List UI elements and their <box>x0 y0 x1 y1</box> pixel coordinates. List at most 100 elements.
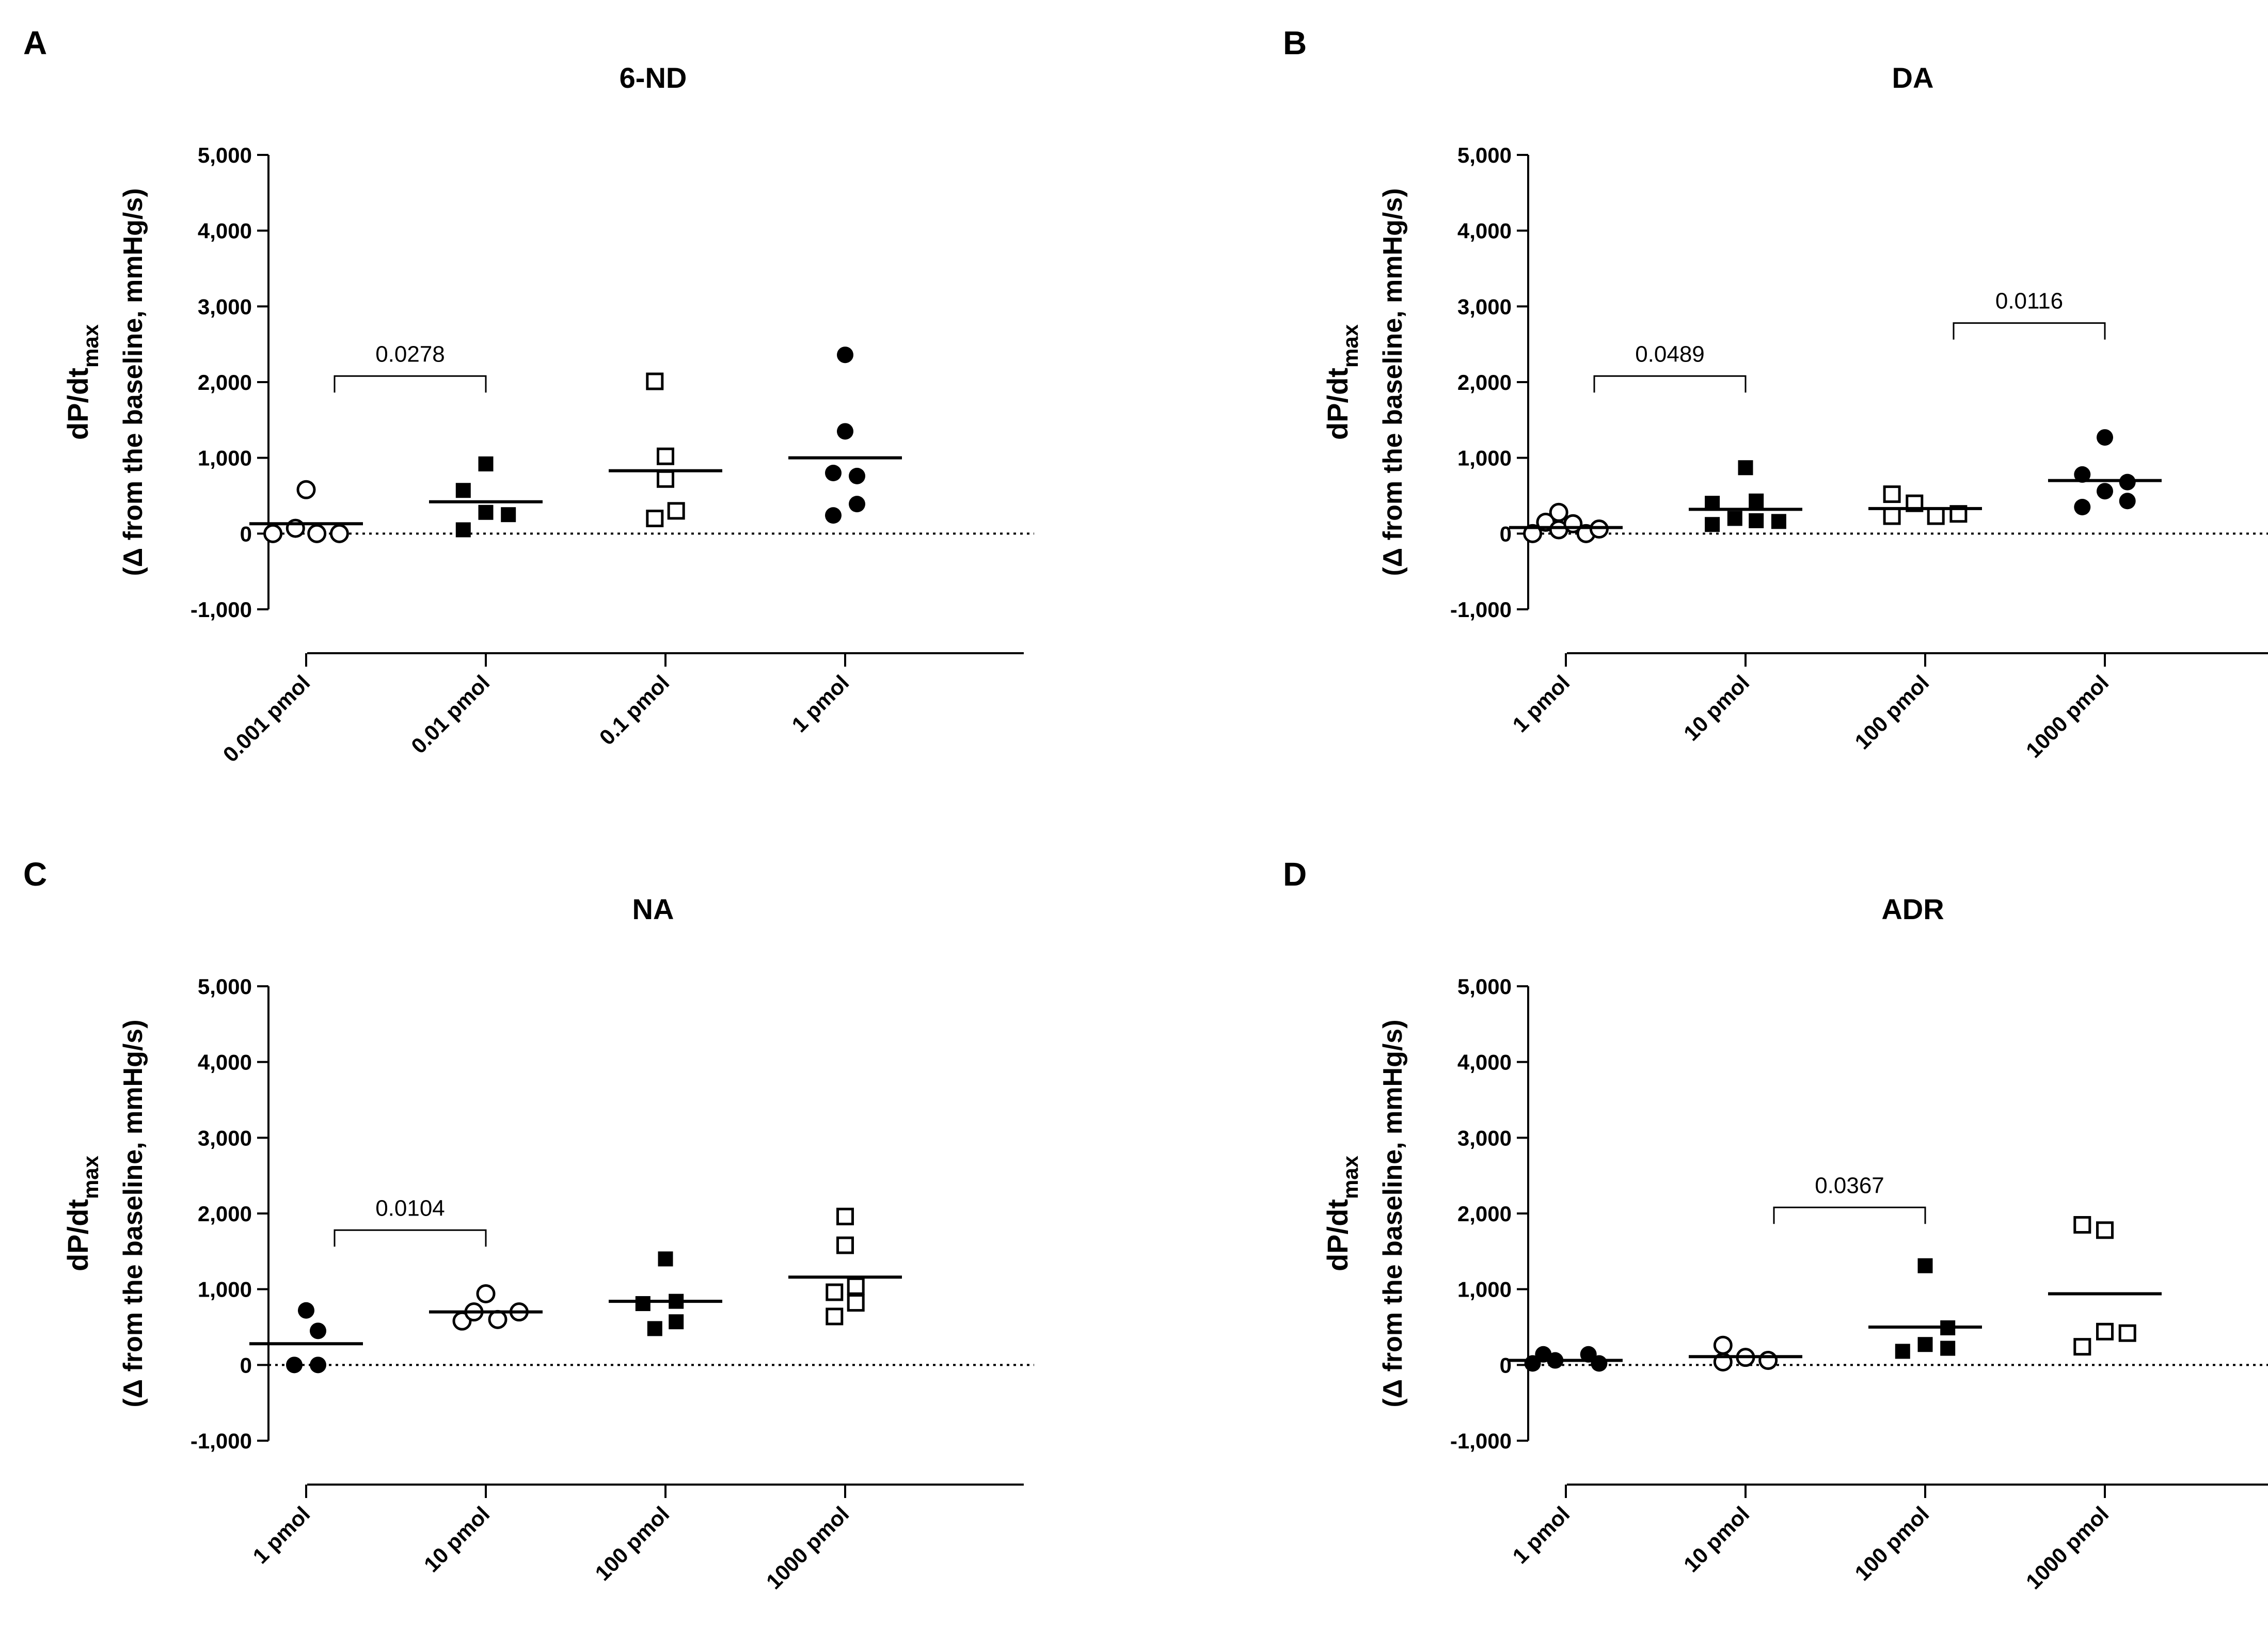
data-point <box>2119 493 2136 510</box>
data-point <box>1591 1355 1608 1372</box>
comparison-bracket <box>1773 1206 1926 1224</box>
y-tick-label: -1,000 <box>191 597 252 622</box>
y-tick-label: 4,000 <box>1457 219 1512 243</box>
y-axis-label-subscript: max <box>1338 1155 1362 1199</box>
data-point <box>329 524 349 543</box>
y-tick-label: 2,000 <box>1457 370 1512 395</box>
data-point <box>646 372 664 390</box>
y-axis-label-main: dP/dtmax <box>1321 324 1362 440</box>
y-axis-label-secondary: (Δ from the baseline, mmHg/s) <box>118 1019 148 1407</box>
data-point <box>849 496 865 513</box>
y-tick-label: -1,000 <box>1450 1429 1512 1453</box>
data-point <box>646 510 664 527</box>
comparison-bracket <box>1953 322 2106 340</box>
y-tick-label: 2,000 <box>198 370 252 395</box>
data-point <box>476 1284 496 1303</box>
data-point <box>2097 483 2113 500</box>
data-point <box>501 507 516 523</box>
data-point <box>1771 514 1786 529</box>
y-axis-label-secondary: (Δ from the baseline, mmHg/s) <box>1378 1019 1408 1407</box>
data-point <box>307 524 327 543</box>
data-point <box>847 1294 865 1312</box>
y-axis-label-text: dP/dt <box>61 1199 94 1271</box>
data-point <box>1927 507 1945 525</box>
comparison-bracket <box>334 1229 487 1247</box>
data-point <box>826 1307 844 1326</box>
y-tick-label: 3,000 <box>198 1126 252 1150</box>
data-point <box>849 467 865 484</box>
data-point <box>1549 502 1568 522</box>
data-point <box>2073 1216 2091 1234</box>
data-point <box>1883 485 1901 503</box>
comparison-bracket <box>1593 375 1747 393</box>
panel-title: DA <box>1892 61 1934 94</box>
data-point <box>2096 1221 2114 1239</box>
data-point <box>455 522 471 538</box>
data-point <box>1917 1258 1933 1273</box>
data-point <box>847 1277 865 1295</box>
data-point <box>2097 429 2113 446</box>
y-tick-label: 4,000 <box>198 1050 252 1075</box>
y-tick-label: 2,000 <box>198 1202 252 1226</box>
p-value-label: 0.0104 <box>375 1195 445 1221</box>
y-tick-label: 1,000 <box>198 1278 252 1302</box>
data-point <box>488 1310 507 1329</box>
p-value-label: 0.0278 <box>375 341 445 367</box>
y-axis-label-text: dP/dt <box>61 368 94 440</box>
y-axis-label-secondary: (Δ from the baseline, mmHg/s) <box>118 188 148 576</box>
data-point <box>1749 493 1764 509</box>
y-tick-label: 1,000 <box>1457 446 1512 470</box>
data-point <box>1713 1335 1733 1355</box>
data-point <box>837 423 853 440</box>
data-point <box>657 447 674 465</box>
y-axis-label-subscript: max <box>1338 324 1362 368</box>
y-tick-label: 5,000 <box>198 143 252 167</box>
y-tick-label: 3,000 <box>1457 1126 1512 1150</box>
data-point <box>310 1322 326 1339</box>
data-point <box>1917 1337 1933 1352</box>
data-point <box>286 1357 303 1374</box>
y-axis-label-main: dP/dtmax <box>61 1155 103 1271</box>
data-point <box>2118 1324 2136 1342</box>
y-axis-label-subscript: max <box>78 324 103 368</box>
data-point <box>2096 1322 2114 1341</box>
data-point <box>263 524 283 543</box>
data-point <box>1705 517 1720 532</box>
data-point <box>1883 507 1901 525</box>
data-point <box>2074 499 2091 515</box>
panel-letter: B <box>1283 24 1307 61</box>
y-tick-label: -1,000 <box>1450 597 1512 622</box>
panel-letter: A <box>23 24 47 61</box>
data-point <box>2074 466 2091 483</box>
data-point <box>825 507 842 524</box>
data-point <box>478 504 494 520</box>
y-tick-label: 4,000 <box>198 219 252 243</box>
y-tick-label: 5,000 <box>1457 143 1512 167</box>
y-axis-label-text: dP/dt <box>1321 368 1354 440</box>
data-point <box>667 502 685 520</box>
y-tick-label: -1,000 <box>191 1429 252 1453</box>
data-point <box>837 346 853 364</box>
data-point <box>635 1296 651 1312</box>
panel-title: ADR <box>1881 893 1944 925</box>
comparison-bracket <box>334 375 487 393</box>
y-axis-label-secondary: (Δ from the baseline, mmHg/s) <box>1378 188 1408 576</box>
p-value-label: 0.0116 <box>1995 289 2063 314</box>
y-tick-label: 4,000 <box>1457 1050 1512 1075</box>
panel-title: 6-ND <box>620 61 687 94</box>
data-point <box>478 456 494 471</box>
data-point <box>658 1251 673 1267</box>
y-tick-label: 5,000 <box>1457 974 1512 999</box>
data-point <box>455 483 471 498</box>
y-tick-label: 0 <box>240 1353 252 1377</box>
data-point <box>826 1283 844 1301</box>
y-tick-label: 0 <box>240 522 252 546</box>
data-point <box>1749 513 1764 528</box>
data-point <box>298 1302 314 1319</box>
data-point <box>836 1236 854 1254</box>
p-value-label: 0.0489 <box>1635 341 1705 367</box>
y-tick-label: 0 <box>1500 1353 1512 1377</box>
